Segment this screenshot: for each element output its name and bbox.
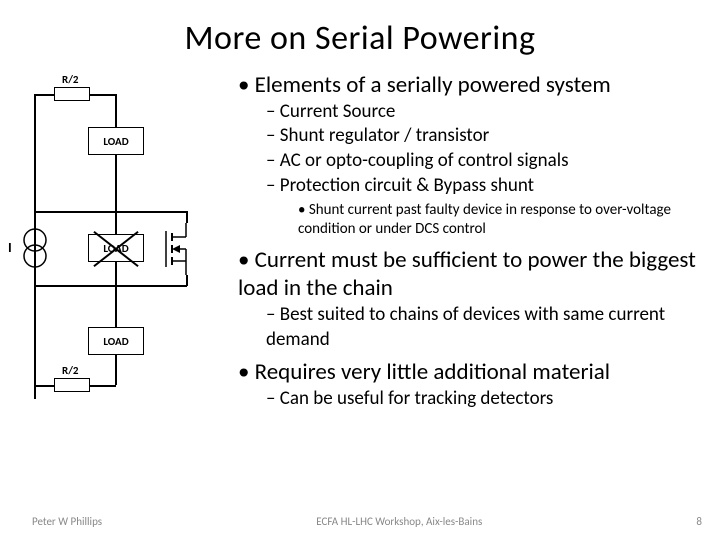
page-title: More on Serial Powering (0, 0, 720, 59)
bullet-current-sufficient: Current must be sufficient to power the … (238, 246, 720, 353)
resistor-top-label: R/2 (62, 73, 79, 86)
mosfet-icon (156, 219, 202, 279)
footer-page: 8 (696, 515, 702, 528)
load-box-top: LOAD (88, 127, 144, 155)
sub-current-source: Current Source (266, 100, 720, 125)
current-label: I (8, 239, 12, 256)
sub-best-suited: Best suited to chains of devices with sa… (266, 303, 720, 352)
sub-protection: Protection circuit & Bypass shunt Shunt … (266, 174, 720, 240)
current-source-icon (20, 224, 50, 272)
bullet-elements: Elements of a serially powered system Cu… (238, 71, 720, 240)
circuit-diagram: R/2 LOAD LOAD I (0, 59, 220, 439)
footer: Peter W Phillips ECFA HL-LHC Workshop, A… (0, 515, 720, 528)
subsub-shunt-desc: Shunt current past faulty device in resp… (298, 201, 720, 240)
load-box-bot: LOAD (88, 327, 144, 355)
bullet-little-material: Requires very little additional material… (238, 358, 720, 411)
resistor-bot-label: R/2 (62, 364, 79, 377)
sub-tracking: Can be useful for tracking detectors (266, 387, 720, 412)
resistor-bot (54, 378, 90, 392)
bullet-content: Elements of a serially powered system Cu… (220, 59, 720, 439)
sub-shunt-reg: Shunt regulator / transistor (266, 124, 720, 149)
footer-venue: ECFA HL-LHC Workshop, Aix-les-Bains (316, 515, 482, 528)
footer-author: Peter W Phillips (32, 515, 102, 528)
resistor-top (54, 87, 90, 101)
sub-ac-opto: AC or opto-coupling of control signals (266, 149, 720, 174)
